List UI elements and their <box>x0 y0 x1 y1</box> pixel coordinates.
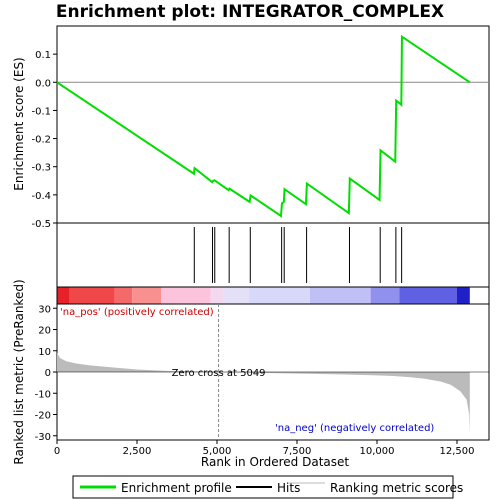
es-y-tick-label: -0.5 <box>31 219 51 230</box>
x-tick-label: 12,500 <box>440 446 475 457</box>
es-y-axis-label: Enrichment score (ES) <box>12 57 26 190</box>
heatmap-band <box>370 287 400 304</box>
heatmap-band <box>57 287 70 304</box>
metric-y-tick-label: 0 <box>45 368 51 379</box>
es-y-tick-label: -0.2 <box>31 135 51 146</box>
es-y-tick-label: 0.0 <box>35 78 51 89</box>
es-y-axis: 0.1 0.0 -0.1 -0.2 -0.3 -0.4 -0.5 <box>31 50 57 230</box>
ranked-metric-area <box>57 352 470 434</box>
metric-y-axis-label: Ranked list metric (PreRanked) <box>12 279 26 464</box>
heatmap-band <box>399 287 457 304</box>
chart-title: Enrichment plot: INTEGRATOR_COMPLEX <box>56 2 444 22</box>
zero-cross-label: Zero cross at 5049 <box>172 368 266 379</box>
heatmap-band <box>210 287 224 304</box>
heatmap-band <box>69 287 115 304</box>
metric-y-tick-label: 20 <box>38 326 51 337</box>
es-y-tick-label: -0.4 <box>31 191 51 202</box>
es-y-tick-label: -0.3 <box>31 163 51 174</box>
x-tick-label: 2,500 <box>123 446 152 457</box>
heatmap-band <box>161 287 211 304</box>
heatmap-band <box>132 287 161 304</box>
legend-label-ranking-metric: Ranking metric scores <box>330 481 463 495</box>
metric-y-tick-label: -10 <box>35 389 51 400</box>
hits-panel-frame <box>56 222 490 288</box>
metric-y-tick-label: -20 <box>35 411 51 422</box>
legend: Enrichment profile Hits Ranking metric s… <box>72 475 463 499</box>
rank-heatmap-bar <box>57 287 470 304</box>
heatmap-band <box>114 287 133 304</box>
es-y-tick-label: 0.1 <box>35 50 51 61</box>
metric-y-tick-label: -30 <box>35 432 51 443</box>
legend-label-enrichment-profile: Enrichment profile <box>121 481 232 495</box>
hits-group <box>193 227 403 283</box>
heatmap-band <box>457 287 470 304</box>
heatmap-band <box>249 287 310 304</box>
metric-y-tick-label: 30 <box>38 304 51 315</box>
heatmap-band <box>223 287 249 304</box>
x-tick-label: 0 <box>54 446 60 457</box>
positive-correlation-label: 'na_pos' (positively correlated) <box>60 307 214 318</box>
x-axis: 0 2,500 5,000 7,500 10,000 12,500 <box>54 440 475 457</box>
x-tick-label: 10,000 <box>360 446 395 457</box>
negative-correlation-label: 'na_neg' (negatively correlated) <box>275 423 434 434</box>
legend-label-hits: Hits <box>277 481 300 495</box>
metric-y-tick-label: 10 <box>38 347 51 358</box>
es-y-tick-label: -0.1 <box>31 106 51 117</box>
metric-y-axis: 30 20 10 0 -10 -20 -30 <box>35 304 57 443</box>
es-panel-frame <box>56 25 490 224</box>
enrichment-profile-line <box>56 34 471 218</box>
x-tick-label: 5,000 <box>203 446 232 457</box>
heatmap-band <box>309 287 371 304</box>
x-tick-label: 7,500 <box>283 446 312 457</box>
x-axis-label: Rank in Ordered Dataset <box>201 455 349 469</box>
